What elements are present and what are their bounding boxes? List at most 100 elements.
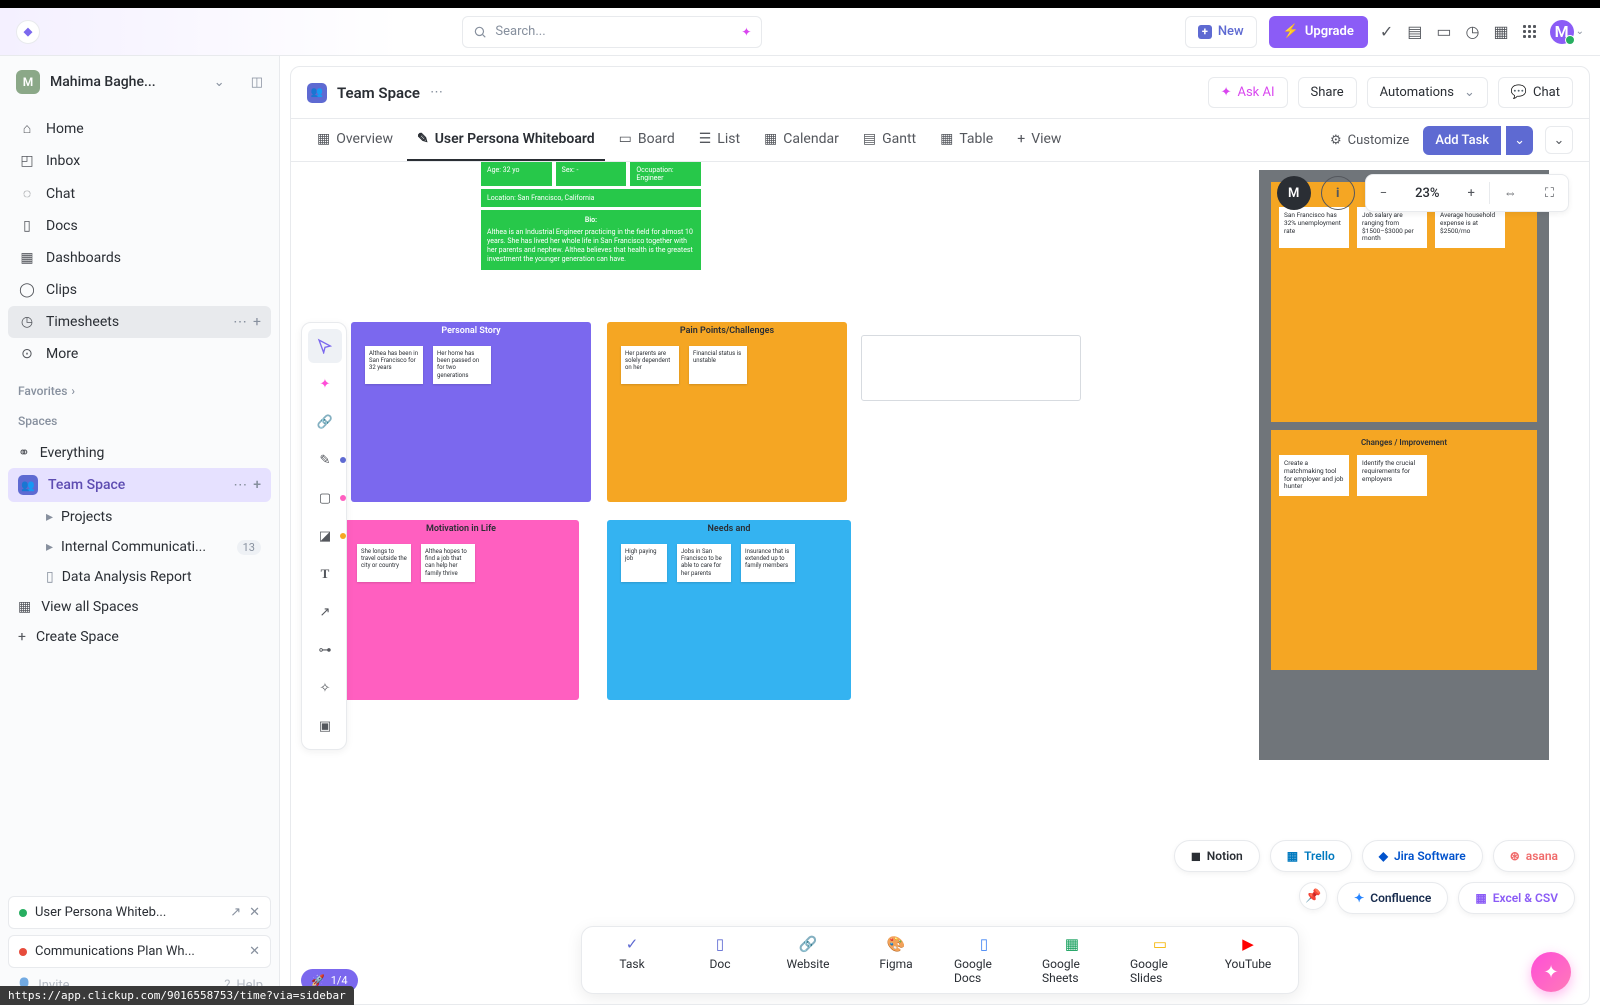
app-logo[interactable]: ◆ [16, 20, 40, 44]
nav-docs[interactable]: ▯Docs [8, 210, 271, 242]
dock-youtube[interactable]: ▶YouTube [1218, 935, 1278, 985]
space-internal-comm[interactable]: ▸Internal Communicati...13 [8, 532, 271, 562]
fit-width-button[interactable]: ⇔ [1490, 175, 1531, 211]
nav-inbox[interactable]: ◰Inbox [8, 145, 271, 177]
sticky-note[interactable]: Her parents are solely dependent on her [621, 346, 679, 384]
create-space[interactable]: +Create Space [8, 622, 271, 652]
board-changes[interactable]: Changes / Improvement Create a matchmaki… [1271, 430, 1537, 670]
image-tool[interactable]: ▣ [308, 709, 342, 743]
favorites-header[interactable]: Favorites› [0, 374, 279, 404]
tab-board[interactable]: ▭Board [609, 119, 685, 161]
add-task-button[interactable]: Add Task [1423, 126, 1501, 155]
new-button[interactable]: + New [1185, 16, 1257, 48]
nav-more[interactable]: ⊙More [8, 338, 271, 370]
chevron-down-icon[interactable]: ⌄ [1576, 26, 1584, 37]
upgrade-button[interactable]: ⚡ Upgrade [1269, 16, 1368, 48]
nav-clips[interactable]: ◯Clips [8, 274, 271, 306]
pin-button[interactable]: 📌 [1299, 882, 1327, 910]
nav-home[interactable]: ⌂Home [8, 112, 271, 145]
search-input[interactable]: Search... ✦ [462, 16, 762, 48]
dock-task[interactable]: ✓Task [602, 935, 662, 985]
view-all-spaces[interactable]: ▦View all Spaces [8, 592, 271, 622]
chat-button[interactable]: 💬Chat [1498, 77, 1573, 108]
dock-gdocs[interactable]: ▯Google Docs [954, 935, 1014, 985]
workspace-switcher[interactable]: M Mahima Baghe... ⌄ ◫ [0, 56, 279, 108]
tab-list[interactable]: ☰List [689, 119, 750, 161]
dock-gslides[interactable]: ▭Google Slides [1130, 935, 1190, 985]
space-projects[interactable]: ▸Projects [8, 502, 271, 532]
sticky-note[interactable]: Create a matchmaking tool for employer a… [1279, 455, 1349, 496]
check-circle-icon[interactable]: ✓ [1380, 22, 1393, 41]
video-icon[interactable]: ▭ [1436, 22, 1451, 41]
more-icon[interactable]: ⋯ [233, 477, 247, 493]
fab-ai-button[interactable]: ✦ [1531, 952, 1571, 992]
apps-grid-icon[interactable] [1523, 25, 1536, 38]
right-panel[interactable]: Validation San Francisco has 32% unemplo… [1259, 170, 1549, 760]
tab-add-view[interactable]: +View [1007, 119, 1071, 161]
add-task-dropdown[interactable]: ⌄ [1506, 126, 1533, 155]
ai-sparkle-icon[interactable]: ✦ [741, 25, 751, 39]
nav-dashboards[interactable]: ▦Dashboards [8, 242, 271, 274]
dock-gsheets[interactable]: ▦Google Sheets [1042, 935, 1102, 985]
customize-button[interactable]: ⚙Customize [1320, 133, 1419, 148]
text-tool[interactable]: T [308, 557, 342, 591]
collaborator-avatar[interactable]: M [1277, 176, 1311, 210]
cursor-tool[interactable] [308, 329, 342, 363]
chip-asana[interactable]: ⊛asana [1493, 840, 1575, 872]
sticky-note[interactable]: She longs to travel outside the city or … [357, 544, 411, 582]
tab-whiteboard[interactable]: ✎User Persona Whiteboard [407, 119, 605, 161]
nav-timesheets[interactable]: ◷Timesheets⋯+ [8, 306, 271, 338]
chip-confluence[interactable]: ✦Confluence [1337, 882, 1448, 914]
note-icon[interactable]: ▦ [1493, 22, 1508, 41]
zoom-in-button[interactable]: + [1454, 175, 1489, 211]
sticky-note[interactable]: Job salary are ranging from $1500–$3000 … [1357, 207, 1427, 248]
space-team-space[interactable]: 👥Team Space⋯+ [8, 468, 271, 502]
chip-trello[interactable]: ▦Trello [1270, 840, 1352, 872]
board-personal-story[interactable]: Personal Story Althea has been in San Fr… [351, 322, 591, 502]
clipboard-icon[interactable]: ▤ [1407, 22, 1422, 41]
sticky-note[interactable]: Insurance that is extended up to family … [741, 544, 795, 582]
automations-button[interactable]: Automations⌄ [1367, 77, 1488, 108]
clock-icon[interactable]: ◷ [1466, 22, 1480, 41]
open-tab-1[interactable]: User Persona Whiteb... ↗ ✕ [8, 896, 271, 929]
fullscreen-button[interactable]: ⛶ [1531, 175, 1568, 211]
board-empty[interactable] [861, 335, 1081, 401]
more-icon[interactable]: ⋯ [430, 85, 443, 100]
sticky-note[interactable]: Jobs in San Francisco to be able to care… [677, 544, 731, 582]
close-icon[interactable]: ✕ [249, 944, 260, 959]
mindmap-tool[interactable]: ⊶ [308, 633, 342, 667]
tab-gantt[interactable]: ▤Gantt [853, 119, 926, 161]
plus-icon[interactable]: + [253, 477, 261, 493]
persona-profile[interactable]: Age: 32 yo Sex: - Occupation: Engineer L… [481, 162, 701, 270]
ai-tool[interactable]: ✦ [308, 367, 342, 401]
nav-chat[interactable]: ◌Chat [8, 177, 271, 210]
sticky-note[interactable]: Financial status is unstable [689, 346, 747, 384]
board-needs[interactable]: Needs and High paying job Jobs in San Fr… [607, 520, 851, 700]
space-name[interactable]: Team Space [337, 84, 420, 102]
info-button[interactable]: i [1321, 176, 1355, 210]
space-data-report[interactable]: ▯Data Analysis Report [8, 562, 271, 592]
sticky-note[interactable]: San Francisco has 32% unemployment rate [1279, 207, 1349, 248]
ask-ai-button[interactable]: ✦Ask AI [1208, 77, 1288, 108]
tab-overview[interactable]: ▦Overview [307, 119, 403, 161]
sticky-tool[interactable]: ◪ [308, 519, 342, 553]
connector-tool[interactable]: ↗ [308, 595, 342, 629]
sticky-note[interactable]: High paying job [621, 544, 667, 582]
link-tool[interactable]: 🔗 [308, 405, 342, 439]
tab-table[interactable]: ▦Table [930, 119, 1003, 161]
chip-excel[interactable]: ▦Excel & CSV [1458, 882, 1575, 914]
sparkle-tool[interactable]: ✧ [308, 671, 342, 705]
pen-tool[interactable]: ✎ [308, 443, 342, 477]
more-icon[interactable]: ⋯ [233, 314, 247, 330]
sticky-note[interactable]: Average household expense is at $2500/mo [1435, 207, 1505, 248]
sticky-note[interactable]: Althea has been in San Francisco for 32 … [365, 346, 423, 384]
sticky-note[interactable]: Althea hopes to find a job that can help… [421, 544, 475, 582]
chip-notion[interactable]: ◼Notion [1174, 840, 1260, 872]
board-motivation[interactable]: Motivation in Life She longs to travel o… [343, 520, 579, 700]
tabs-more-button[interactable]: ⌄ [1545, 126, 1573, 154]
sticky-note[interactable]: Identify the crucial requirements for em… [1357, 455, 1427, 496]
tab-calendar[interactable]: ▦Calendar [754, 119, 849, 161]
board-validation[interactable]: Validation San Francisco has 32% unemplo… [1271, 182, 1537, 422]
plus-icon[interactable]: + [253, 314, 261, 330]
user-avatar[interactable]: M [1550, 20, 1574, 44]
